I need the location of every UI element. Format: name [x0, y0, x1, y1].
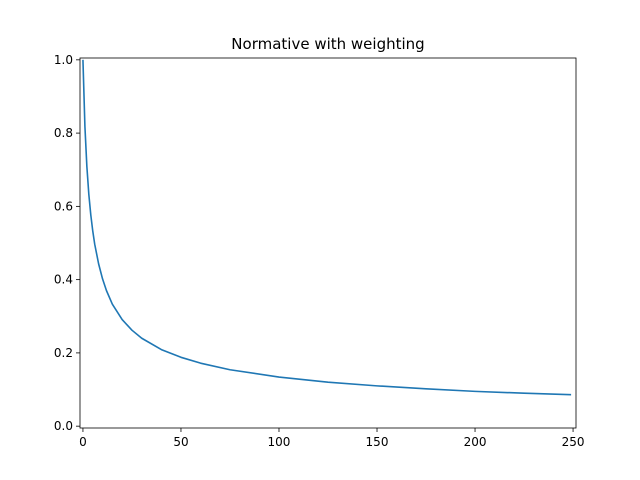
x-tick-label: 100 — [268, 435, 291, 449]
y-tick-label: 0.0 — [54, 419, 73, 433]
y-tick-label: 0.2 — [54, 346, 73, 360]
series-line — [82, 59, 572, 396]
chart-title: Normative with weighting — [231, 35, 424, 53]
plot-series — [82, 59, 572, 396]
y-tick-label: 0.8 — [54, 126, 73, 140]
x-tick-label: 200 — [464, 435, 487, 449]
x-axis-ticks: 0 50 100 150 200 250 — [79, 428, 585, 449]
y-axis-ticks: 0.0 0.2 0.4 0.6 0.8 1.0 — [54, 53, 80, 433]
x-tick-label: 150 — [366, 435, 389, 449]
y-tick-label: 0.4 — [54, 273, 73, 287]
axes-frame — [79, 57, 577, 429]
y-tick-label: 1.0 — [54, 53, 73, 67]
x-tick-label: 250 — [562, 435, 585, 449]
y-tick-label: 0.6 — [54, 199, 73, 213]
x-tick-label: 50 — [173, 435, 188, 449]
x-tick-label: 0 — [79, 435, 87, 449]
